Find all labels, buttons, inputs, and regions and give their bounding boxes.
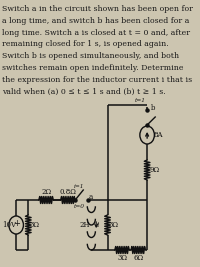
Text: 3Ω: 3Ω [109, 221, 119, 229]
Text: Switch a in the circuit shown has been open for: Switch a in the circuit shown has been o… [2, 5, 193, 13]
Text: t=1: t=1 [135, 97, 146, 103]
Text: 2H: 2H [80, 221, 90, 229]
Text: 6Ω: 6Ω [133, 254, 143, 262]
Text: valid when (a) 0 ≤ t ≤ 1 s and (b) t ≥ 1 s.: valid when (a) 0 ≤ t ≤ 1 s and (b) t ≥ 1… [2, 88, 166, 96]
Text: 3Ω: 3Ω [30, 221, 40, 229]
Text: long time. Switch a is closed at t = 0 and, after: long time. Switch a is closed at t = 0 a… [2, 29, 191, 37]
Text: i=1: i=1 [74, 184, 84, 190]
Text: 2Ω: 2Ω [41, 188, 51, 196]
Text: t=0: t=0 [74, 205, 85, 210]
Text: b: b [151, 104, 156, 112]
Text: remaining closed for 1 s, is opened again.: remaining closed for 1 s, is opened agai… [2, 40, 169, 48]
Text: a long time, and switch b has been closed for a: a long time, and switch b has been close… [2, 17, 190, 25]
Text: 0.8Ω: 0.8Ω [59, 188, 76, 196]
Text: 3Ω: 3Ω [117, 254, 127, 262]
Text: Switch b is opened simultaneously, and both: Switch b is opened simultaneously, and b… [2, 52, 180, 60]
Text: a: a [88, 193, 93, 201]
Text: 9Ω: 9Ω [149, 166, 159, 174]
Text: 10V: 10V [2, 221, 16, 229]
Text: the expression for the inductor current i that is: the expression for the inductor current … [2, 76, 193, 84]
Text: 8A: 8A [154, 131, 163, 139]
Text: +: + [13, 219, 20, 229]
Text: i: i [97, 221, 99, 229]
Text: switches remain open indefinitely. Determine: switches remain open indefinitely. Deter… [2, 64, 184, 72]
